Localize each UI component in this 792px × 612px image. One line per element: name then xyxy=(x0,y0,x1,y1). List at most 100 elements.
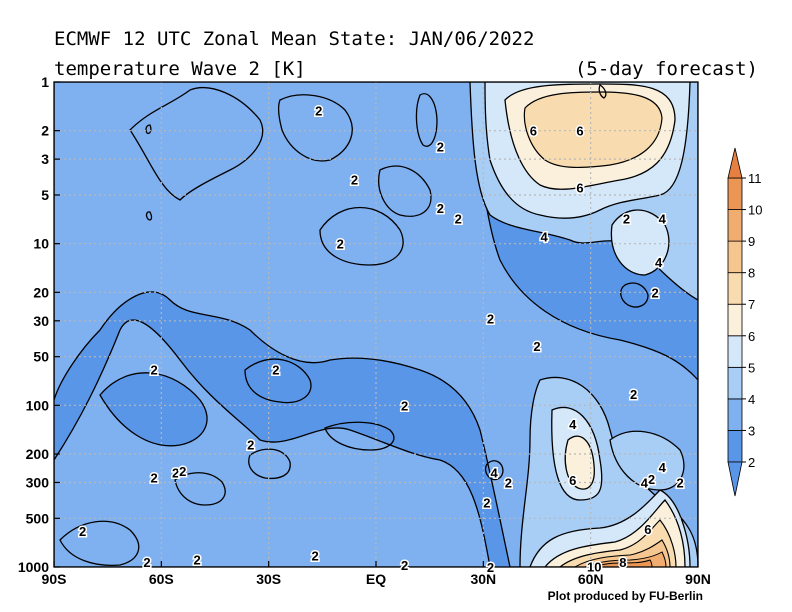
contour-line xyxy=(145,211,153,221)
contour-line xyxy=(598,84,607,99)
contour-label: 4 xyxy=(641,475,649,490)
contour-label: 2 xyxy=(401,398,408,413)
contour-label: 2 xyxy=(437,139,444,154)
contour-label: 2 xyxy=(193,553,200,568)
contour-line xyxy=(174,472,226,506)
chart-subtitle: temperature Wave 2 [K] xyxy=(54,58,306,80)
y-tick-label: 1 xyxy=(41,74,49,90)
y-tick-label: 300 xyxy=(26,474,50,490)
contour-label: 2 xyxy=(272,362,279,377)
colorbar-segment xyxy=(727,366,743,400)
y-tick-label: 5 xyxy=(41,187,49,203)
contour-line xyxy=(59,520,140,566)
colorbar-label: 7 xyxy=(748,297,755,312)
chart-title: ECMWF 12 UTC Zonal Mean State: JAN/06/20… xyxy=(54,28,534,50)
contour-label: 6 xyxy=(576,124,583,139)
contour-line xyxy=(319,207,404,266)
colorbar-segment xyxy=(727,430,743,463)
colorbar-upper-arrow xyxy=(727,147,743,179)
contour-label: 2 xyxy=(312,549,319,564)
y-tick-label: 3 xyxy=(41,151,49,167)
contour-label: 2 xyxy=(533,339,540,354)
contour-line xyxy=(248,448,291,480)
y-tick-label: 2 xyxy=(41,123,49,139)
contour-label: 4 xyxy=(569,417,577,432)
colorbar-label: 5 xyxy=(748,360,755,375)
y-tick-label: 200 xyxy=(26,446,50,462)
contour-label: 6 xyxy=(644,522,651,537)
colorbar-label: 6 xyxy=(748,329,755,344)
region-l4-nh-right xyxy=(609,430,685,491)
contour-label: 2 xyxy=(623,212,630,227)
x-tick-label: 30S xyxy=(256,571,281,587)
y-tick-label: 100 xyxy=(26,397,50,413)
colorbar-label: 10 xyxy=(748,203,762,218)
contour-label: 2 xyxy=(315,103,322,118)
contour-label: 2 xyxy=(648,472,655,487)
level-10-regions xyxy=(594,559,653,567)
colorbar-lower-arrow xyxy=(727,461,743,497)
contour-label: 2 xyxy=(630,387,637,402)
contour-lines xyxy=(59,84,649,566)
contour-label: 2 xyxy=(651,285,658,300)
contour-line xyxy=(244,358,312,404)
contour-label: 2 xyxy=(487,560,494,575)
y-tick-label: 10 xyxy=(33,236,49,252)
y-tick-label: 1000 xyxy=(18,559,49,575)
x-tick-label: 30N xyxy=(470,571,496,587)
contour-label: 4 xyxy=(659,212,667,227)
contour-line xyxy=(378,165,432,217)
colorbar-label: 3 xyxy=(748,423,755,438)
contour-label: 8 xyxy=(619,555,626,570)
contour-line xyxy=(278,94,353,162)
region-l5-nh-10hpa xyxy=(610,209,670,276)
contour-label: 2 xyxy=(505,475,512,490)
colorbar-segment xyxy=(727,272,743,305)
contour-label: 4 xyxy=(659,460,667,475)
x-tick-label: 60S xyxy=(149,571,174,587)
contour-label: 6 xyxy=(569,473,576,488)
colorbar-label: 11 xyxy=(748,171,762,186)
colorbar-segment xyxy=(727,240,743,274)
contour-label: 2 xyxy=(143,555,150,570)
contour-label: 2 xyxy=(79,524,86,539)
colorbar-label: 2 xyxy=(748,455,755,470)
region-l10-surface xyxy=(594,559,653,567)
credit-text: Plot produced by FU-Berlin xyxy=(548,589,703,603)
contour-label: 2 xyxy=(151,471,158,486)
contour-line xyxy=(129,87,264,201)
colorbar-segment xyxy=(727,398,743,431)
contour-label: 2 xyxy=(247,438,254,453)
x-axis: 90S 60S 30S EQ 30N 60N 90N xyxy=(42,561,711,587)
contour-label: 2 xyxy=(401,558,408,573)
contour-label: 2 xyxy=(179,464,186,479)
contour-line xyxy=(620,282,649,308)
contour-line xyxy=(324,421,395,451)
contour-label: 2 xyxy=(337,237,344,252)
colorbar-label: 9 xyxy=(748,234,755,249)
contour-label: 6 xyxy=(576,181,583,196)
contour-label: 10 xyxy=(587,559,601,574)
x-tick-label: 60N xyxy=(578,571,604,587)
y-tick-label: 30 xyxy=(33,313,49,329)
contour-label: 2 xyxy=(483,496,490,511)
region-l3-midhole xyxy=(99,372,208,447)
region-l7-upper-nh xyxy=(523,91,663,169)
contour-label: 2 xyxy=(487,311,494,326)
contour-label: 4 xyxy=(541,229,549,244)
x-tick-label: 90S xyxy=(42,571,67,587)
forecast-label: (5-day forecast) xyxy=(575,58,758,80)
contour-label: 2 xyxy=(676,475,683,490)
contour-line xyxy=(484,460,504,481)
region-l6-lower-nh xyxy=(564,435,595,490)
contour-line xyxy=(415,93,438,147)
contour-label: 2 xyxy=(455,212,462,227)
colorbar-segment xyxy=(727,209,743,242)
y-tick-label: 20 xyxy=(33,284,49,300)
y-axis: 1 2 3 5 10 20 30 50 100 200 300 500 1000 xyxy=(18,74,60,575)
contour-label: 4 xyxy=(655,255,663,270)
y-tick-label: 50 xyxy=(33,349,49,365)
contour-label: 2 xyxy=(351,172,358,187)
